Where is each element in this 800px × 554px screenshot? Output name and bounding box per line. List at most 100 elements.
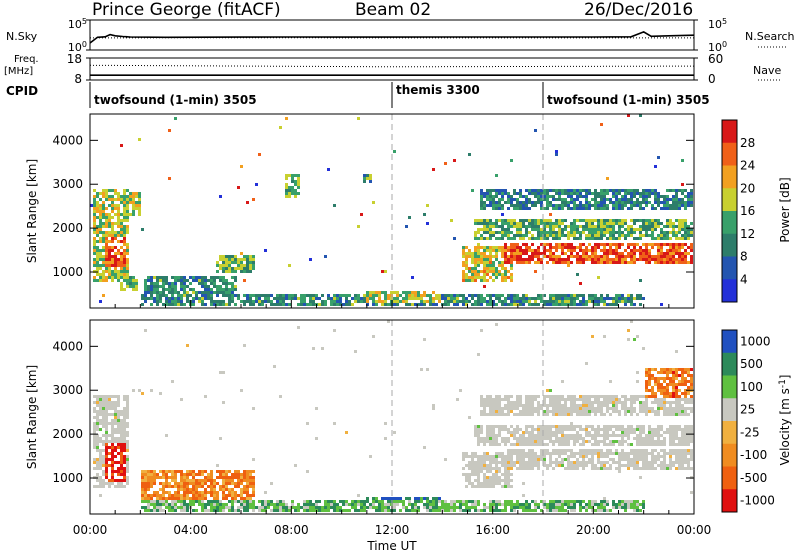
- velocity-cell: [480, 425, 483, 428]
- power-cell: [246, 267, 249, 270]
- velocity-cell: [633, 506, 636, 509]
- velocity-cell: [558, 398, 561, 401]
- velocity-cell: [489, 413, 492, 416]
- power-cell: [618, 228, 621, 231]
- velocity-cell: [489, 455, 492, 458]
- velocity-cell: [105, 473, 108, 476]
- power-cell: [114, 234, 117, 237]
- velocity-cell: [576, 461, 579, 464]
- velocity-cell: [636, 464, 639, 467]
- velocity-cell: [237, 470, 240, 473]
- velocity-cell: [240, 488, 243, 491]
- power-cell: [474, 258, 477, 261]
- power-ytick-label: 1000: [52, 265, 83, 279]
- power-cell: [195, 294, 198, 297]
- velocity-cell: [507, 464, 510, 467]
- velocity-cell: [234, 509, 237, 512]
- velocity-cell: [639, 434, 642, 437]
- velocity-cell: [225, 485, 228, 488]
- velocity-cell: [495, 398, 498, 401]
- velocity-cell: [582, 428, 585, 431]
- velocity-cell: [540, 509, 543, 512]
- cpid-segment-2: twofsound (1-min) 3505: [547, 93, 710, 107]
- power-cell: [507, 303, 510, 306]
- power-cell: [663, 252, 666, 255]
- velocity-cell: [651, 368, 654, 371]
- power-cell: [105, 267, 108, 270]
- velocity-cell: [186, 488, 189, 491]
- velocity-cell: [657, 458, 660, 461]
- power-cell: [201, 291, 204, 294]
- velocity-cell: [513, 401, 516, 404]
- velocity-cell: [513, 452, 516, 455]
- power-cell: [408, 294, 411, 297]
- velocity-cell: [312, 347, 315, 350]
- power-cell: [585, 252, 588, 255]
- power-cell: [138, 192, 141, 195]
- power-cell: [678, 243, 681, 246]
- velocity-cell: [504, 485, 507, 488]
- power-cell: [108, 189, 111, 192]
- velocity-cell: [99, 413, 102, 416]
- velocity-cell: [324, 506, 327, 509]
- power-cell: [555, 243, 558, 246]
- power-cell: [477, 261, 480, 264]
- power-cell: [126, 276, 129, 279]
- velocity-cell: [192, 479, 195, 482]
- velocity-cell: [606, 437, 609, 440]
- power-cell: [510, 258, 513, 261]
- velocity-cell: [489, 458, 492, 461]
- velocity-cell: [576, 437, 579, 440]
- velocity-cell: [354, 350, 357, 353]
- power-cell: [240, 264, 243, 267]
- velocity-cell: [93, 458, 96, 461]
- power-cell: [576, 252, 579, 255]
- velocity-cell: [669, 410, 672, 413]
- velocity-cell: [576, 410, 579, 413]
- velocity-cell: [570, 407, 573, 410]
- velocity-cell: [165, 476, 168, 479]
- power-cell: [216, 300, 219, 303]
- velocity-cell: [420, 500, 423, 503]
- power-cell: [234, 303, 237, 306]
- velocity-cell: [615, 404, 618, 407]
- velocity-cell: [222, 491, 225, 494]
- power-cell: [480, 219, 483, 222]
- power-cell: [681, 222, 684, 225]
- power-cell: [216, 276, 219, 279]
- power-cell: [138, 207, 141, 210]
- power-cell: [534, 237, 537, 240]
- power-cell: [219, 264, 222, 267]
- power-cell: [189, 294, 192, 297]
- velocity-cell: [549, 458, 552, 461]
- power-cell: [336, 297, 339, 300]
- velocity-cell: [474, 467, 477, 470]
- velocity-cell: [441, 506, 444, 509]
- power-cell: [372, 291, 375, 294]
- velocity-cell: [195, 500, 198, 503]
- power-cell: [681, 192, 684, 195]
- power-cell: [294, 195, 297, 198]
- velocity-cell: [531, 431, 534, 434]
- power-cell: [408, 216, 411, 219]
- power-cell: [615, 198, 618, 201]
- power-cell: [585, 201, 588, 204]
- power-cell: [480, 300, 483, 303]
- velocity-cell: [171, 503, 174, 506]
- velocity-cell: [474, 428, 477, 431]
- power-cell: [216, 285, 219, 288]
- velocity-cell: [240, 506, 243, 509]
- velocity-cell: [651, 437, 654, 440]
- velocity-cell: [216, 509, 219, 512]
- velocity-cell: [486, 428, 489, 431]
- power-cell: [627, 201, 630, 204]
- velocity-cell: [507, 476, 510, 479]
- power-cell: [621, 204, 624, 207]
- power-cell: [498, 219, 501, 222]
- power-cell: [660, 258, 663, 261]
- velocity-cell: [573, 455, 576, 458]
- power-cell: [219, 303, 222, 306]
- power-cell: [516, 249, 519, 252]
- velocity-cell: [510, 401, 513, 404]
- velocity-cell: [126, 431, 129, 434]
